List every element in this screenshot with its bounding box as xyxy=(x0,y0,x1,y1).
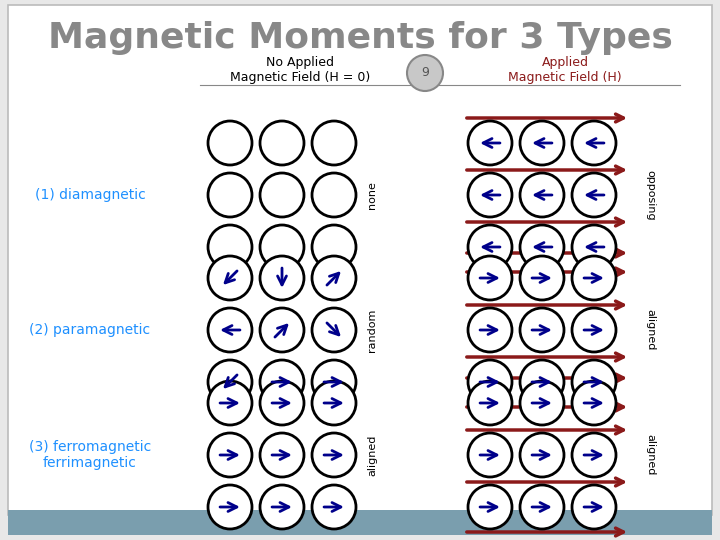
Text: No Applied
Magnetic Field (H = 0): No Applied Magnetic Field (H = 0) xyxy=(230,56,370,84)
Circle shape xyxy=(312,256,356,300)
Circle shape xyxy=(520,225,564,269)
Circle shape xyxy=(520,256,564,300)
Circle shape xyxy=(260,381,304,425)
Text: Applied
Magnetic Field (H): Applied Magnetic Field (H) xyxy=(508,56,622,84)
Circle shape xyxy=(312,308,356,352)
Text: 9: 9 xyxy=(421,66,429,79)
Circle shape xyxy=(468,173,512,217)
Circle shape xyxy=(520,360,564,404)
Text: aligned: aligned xyxy=(645,434,655,476)
Circle shape xyxy=(468,360,512,404)
Circle shape xyxy=(572,173,616,217)
Circle shape xyxy=(520,121,564,165)
Text: opposing: opposing xyxy=(645,170,655,220)
Circle shape xyxy=(468,308,512,352)
Circle shape xyxy=(260,121,304,165)
Circle shape xyxy=(468,485,512,529)
Circle shape xyxy=(572,121,616,165)
Circle shape xyxy=(572,381,616,425)
Circle shape xyxy=(520,485,564,529)
Circle shape xyxy=(208,173,252,217)
Circle shape xyxy=(312,225,356,269)
Circle shape xyxy=(572,256,616,300)
Circle shape xyxy=(572,433,616,477)
Circle shape xyxy=(520,173,564,217)
Circle shape xyxy=(572,225,616,269)
Circle shape xyxy=(572,360,616,404)
Circle shape xyxy=(208,381,252,425)
Circle shape xyxy=(260,485,304,529)
Text: (3) ferromagnetic
ferrimagnetic: (3) ferromagnetic ferrimagnetic xyxy=(29,440,151,470)
FancyBboxPatch shape xyxy=(8,5,712,515)
Circle shape xyxy=(312,173,356,217)
Circle shape xyxy=(407,55,443,91)
Circle shape xyxy=(260,360,304,404)
Circle shape xyxy=(312,433,356,477)
Circle shape xyxy=(468,225,512,269)
Circle shape xyxy=(260,225,304,269)
Circle shape xyxy=(312,381,356,425)
Text: aligned: aligned xyxy=(645,309,655,350)
Bar xyxy=(8,510,712,535)
Text: (1) diamagnetic: (1) diamagnetic xyxy=(35,188,145,202)
Circle shape xyxy=(208,225,252,269)
Circle shape xyxy=(468,381,512,425)
Circle shape xyxy=(260,308,304,352)
Circle shape xyxy=(468,256,512,300)
Circle shape xyxy=(208,360,252,404)
Circle shape xyxy=(208,121,252,165)
Circle shape xyxy=(260,256,304,300)
Circle shape xyxy=(572,485,616,529)
Circle shape xyxy=(312,360,356,404)
Text: none: none xyxy=(367,181,377,209)
Circle shape xyxy=(208,256,252,300)
Circle shape xyxy=(260,173,304,217)
Circle shape xyxy=(520,433,564,477)
Circle shape xyxy=(208,308,252,352)
Circle shape xyxy=(208,433,252,477)
Text: (2) paramagnetic: (2) paramagnetic xyxy=(30,323,150,337)
Circle shape xyxy=(572,308,616,352)
Text: Magnetic Moments for 3 Types: Magnetic Moments for 3 Types xyxy=(48,21,672,55)
Circle shape xyxy=(468,433,512,477)
Circle shape xyxy=(260,433,304,477)
Text: random: random xyxy=(367,308,377,352)
Circle shape xyxy=(312,485,356,529)
Circle shape xyxy=(468,121,512,165)
Circle shape xyxy=(520,308,564,352)
Circle shape xyxy=(520,381,564,425)
Circle shape xyxy=(208,485,252,529)
Text: aligned: aligned xyxy=(367,434,377,476)
Circle shape xyxy=(312,121,356,165)
